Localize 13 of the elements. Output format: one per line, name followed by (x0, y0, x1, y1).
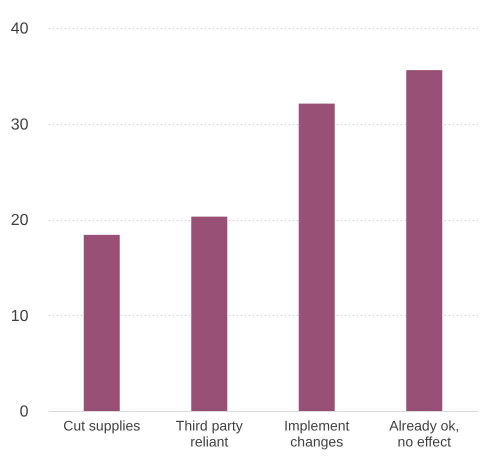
y-tick-label: 10 (10, 308, 29, 325)
bar (84, 234, 120, 411)
y-tick-label: 40 (10, 20, 29, 38)
x-tick-label: Cut supplies (63, 418, 140, 434)
y-tick-label: 0 (20, 404, 29, 420)
bar (191, 216, 228, 411)
y-tick-label: 30 (10, 116, 29, 134)
bar (298, 104, 335, 411)
bar (406, 70, 442, 411)
x-tick-label: Third party reliant (176, 418, 243, 450)
y-tick-label: 20 (10, 212, 29, 229)
x-tick-label: Already ok, no effect (389, 418, 460, 450)
x-tick-label: Implement changes (284, 418, 350, 450)
